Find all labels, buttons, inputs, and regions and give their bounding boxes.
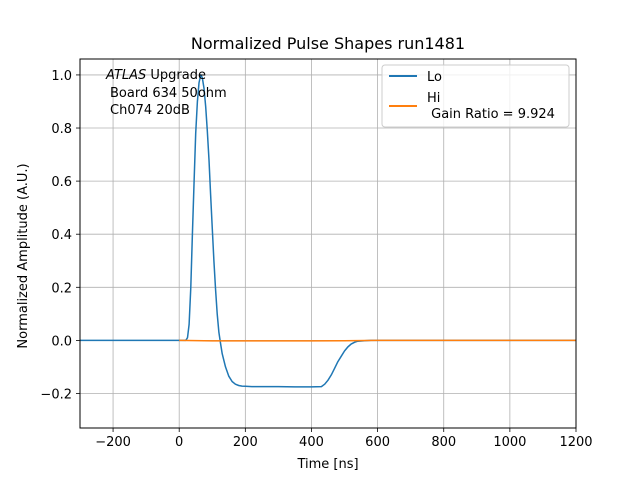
x-axis-label: Time [ns] bbox=[296, 457, 358, 472]
legend-label-lo: Lo bbox=[427, 70, 442, 85]
series-line-lo bbox=[80, 74, 576, 388]
x-tick-label: 1000 bbox=[493, 435, 526, 450]
x-tick-label: 600 bbox=[365, 435, 390, 450]
legend-label-hi-line-1: Hi bbox=[427, 91, 440, 106]
axes-frame bbox=[79, 58, 577, 429]
legend-box bbox=[381, 64, 570, 128]
y-tick-label: 0.8 bbox=[51, 122, 72, 137]
legend: Lo Hi Gain Ratio = 9.924 bbox=[381, 64, 570, 128]
annotation-line-2: Board 634 50ohm bbox=[110, 86, 227, 101]
y-axis-ticks: −0.2 0.0 0.2 0.4 0.6 0.8 1.0 bbox=[40, 69, 80, 402]
y-tick-label: 0.0 bbox=[51, 334, 72, 349]
x-tick-label: 800 bbox=[431, 435, 456, 450]
x-tick-label: 400 bbox=[299, 435, 324, 450]
series-layer bbox=[80, 74, 576, 388]
chart-title: Normalized Pulse Shapes run1481 bbox=[191, 34, 465, 53]
y-tick-label: 0.4 bbox=[51, 228, 72, 243]
plot-area: −200 0 200 400 600 800 1000 1200 −0.2 0.0 0.2 0.4 0… bbox=[40, 58, 593, 450]
x-axis-ticks: −200 0 200 400 600 800 1000 1200 bbox=[95, 428, 593, 450]
y-axis-label: Normalized Amplitude (A.U.) bbox=[16, 163, 31, 348]
x-tick-label: 1200 bbox=[559, 435, 592, 450]
atlas-label: ATLAS bbox=[105, 68, 146, 83]
series-line-hi bbox=[179, 339, 576, 342]
y-tick-label: −0.2 bbox=[40, 387, 72, 402]
upgrade-label: Upgrade bbox=[146, 68, 206, 83]
legend-label-hi-line-2: Gain Ratio = 9.924 bbox=[427, 107, 555, 122]
x-tick-label: 200 bbox=[233, 435, 258, 450]
legend-label-hi: Hi Gain Ratio = 9.924 bbox=[427, 91, 555, 122]
y-tick-label: 0.6 bbox=[51, 175, 72, 190]
x-tick-label: 0 bbox=[175, 435, 183, 450]
y-tick-label: 0.2 bbox=[51, 281, 72, 296]
y-tick-label: 1.0 bbox=[51, 69, 72, 84]
annotation-line-1: ATLAS Upgrade bbox=[105, 68, 206, 83]
annotation-line-3: Ch074 20dB bbox=[110, 103, 190, 118]
atlas-annotation: ATLAS Upgrade Board 634 50ohm Ch074 20dB bbox=[105, 68, 227, 118]
x-tick-label: −200 bbox=[95, 435, 131, 450]
